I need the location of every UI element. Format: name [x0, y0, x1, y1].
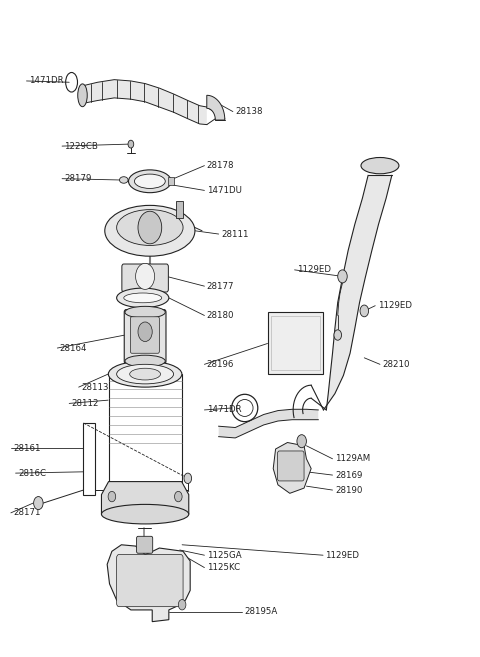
- Text: 1129ED: 1129ED: [378, 301, 411, 310]
- Circle shape: [184, 473, 192, 484]
- Polygon shape: [81, 79, 207, 125]
- Ellipse shape: [130, 368, 160, 380]
- FancyBboxPatch shape: [131, 317, 159, 353]
- Circle shape: [338, 270, 347, 283]
- Polygon shape: [101, 482, 189, 514]
- Ellipse shape: [108, 361, 182, 387]
- Text: 28195A: 28195A: [245, 607, 278, 616]
- Circle shape: [108, 491, 116, 502]
- Text: 28161: 28161: [13, 444, 41, 453]
- Text: 28111: 28111: [221, 229, 249, 238]
- Ellipse shape: [120, 177, 128, 183]
- Text: 28177: 28177: [207, 282, 234, 290]
- FancyBboxPatch shape: [117, 555, 183, 606]
- FancyBboxPatch shape: [137, 536, 153, 553]
- Text: 28190: 28190: [335, 486, 362, 495]
- Text: 28210: 28210: [383, 360, 410, 369]
- Polygon shape: [207, 95, 225, 120]
- Circle shape: [179, 599, 186, 610]
- Ellipse shape: [105, 206, 195, 256]
- Text: 1471DR: 1471DR: [29, 76, 63, 85]
- FancyBboxPatch shape: [277, 451, 304, 481]
- Text: 28178: 28178: [207, 161, 234, 170]
- Ellipse shape: [125, 306, 165, 318]
- Text: 28179: 28179: [64, 174, 92, 183]
- Text: 28196: 28196: [207, 360, 234, 369]
- Ellipse shape: [361, 158, 399, 174]
- Ellipse shape: [117, 210, 183, 246]
- Text: 1229CB: 1229CB: [64, 142, 98, 150]
- Ellipse shape: [117, 365, 174, 384]
- Circle shape: [34, 497, 43, 510]
- Circle shape: [360, 305, 369, 317]
- Circle shape: [334, 330, 342, 340]
- Circle shape: [175, 491, 182, 502]
- Bar: [168, 177, 174, 185]
- Text: 28169: 28169: [335, 470, 362, 480]
- Text: 2816C: 2816C: [18, 468, 46, 478]
- FancyBboxPatch shape: [124, 309, 166, 364]
- Circle shape: [136, 263, 155, 290]
- Circle shape: [128, 140, 134, 148]
- Ellipse shape: [101, 505, 189, 524]
- FancyBboxPatch shape: [122, 264, 168, 292]
- Text: 28164: 28164: [60, 344, 87, 353]
- Ellipse shape: [129, 170, 171, 193]
- Polygon shape: [107, 545, 190, 622]
- Text: 1125GA: 1125GA: [207, 551, 241, 560]
- Text: 1129AM: 1129AM: [335, 454, 370, 463]
- Ellipse shape: [78, 84, 87, 106]
- Ellipse shape: [134, 174, 165, 189]
- Text: 1129ED: 1129ED: [297, 265, 331, 275]
- Text: 28113: 28113: [81, 382, 108, 392]
- Text: 1129ED: 1129ED: [325, 551, 360, 560]
- Ellipse shape: [124, 293, 162, 303]
- Polygon shape: [273, 443, 311, 493]
- Polygon shape: [219, 409, 318, 438]
- Bar: [271, 316, 320, 370]
- Polygon shape: [324, 175, 392, 410]
- Ellipse shape: [117, 288, 169, 307]
- Bar: [176, 202, 183, 217]
- Text: 1471DU: 1471DU: [207, 186, 242, 195]
- Bar: [268, 312, 323, 374]
- Text: 28171: 28171: [13, 509, 41, 517]
- Text: 28180: 28180: [207, 311, 234, 320]
- Ellipse shape: [125, 355, 165, 367]
- Text: 1125KC: 1125KC: [207, 563, 240, 572]
- Circle shape: [138, 212, 162, 244]
- Bar: [84, 423, 96, 495]
- Text: 28138: 28138: [235, 107, 263, 116]
- Circle shape: [138, 322, 152, 342]
- Text: 1471DR: 1471DR: [207, 405, 241, 415]
- Circle shape: [297, 435, 306, 447]
- Text: 28112: 28112: [72, 399, 99, 408]
